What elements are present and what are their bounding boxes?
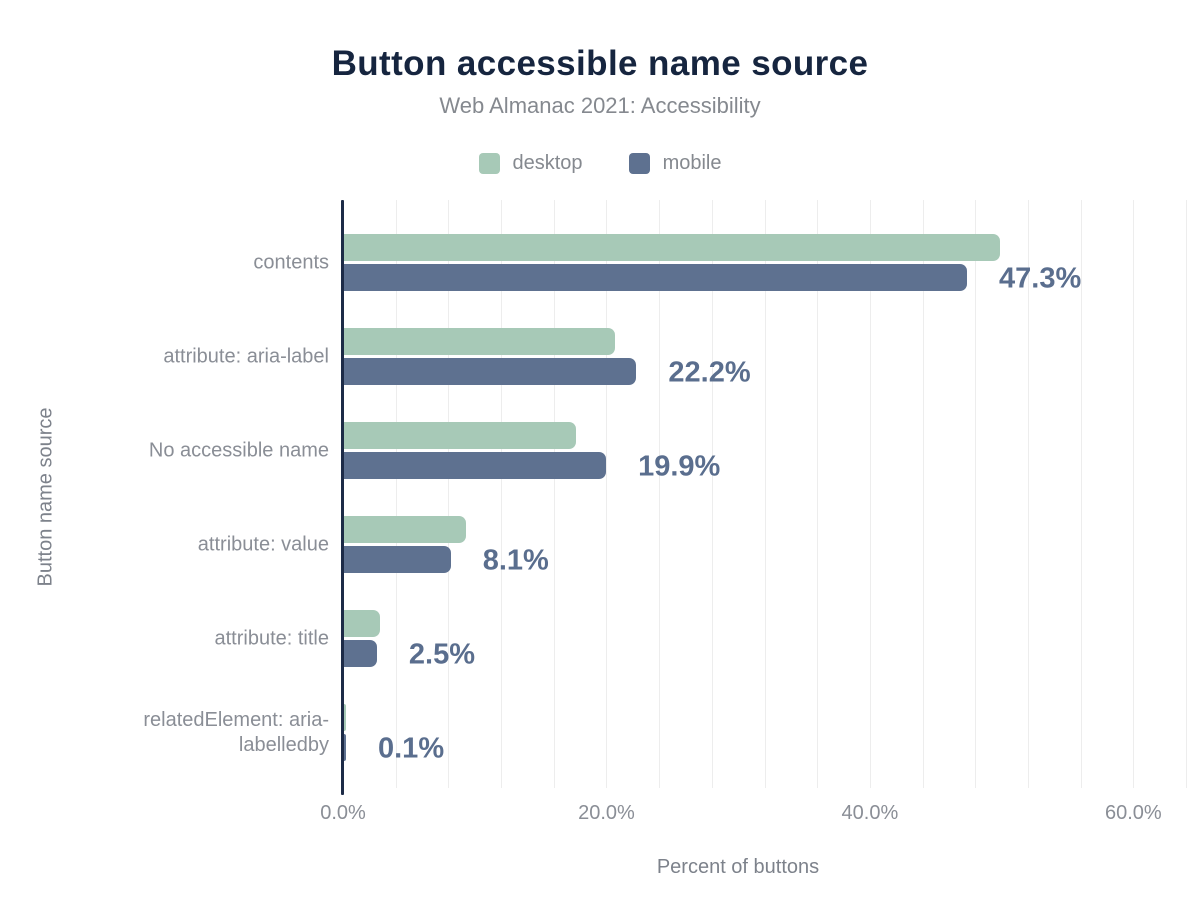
- category-label: No accessible name: [148, 439, 329, 461]
- plot-area: 47.3% 22.2% 19.9% 8.1% 2.5% 0.1%: [341, 200, 1187, 795]
- gridline: [1080, 200, 1082, 788]
- bar-desktop-4: [344, 610, 380, 637]
- gridline: [817, 200, 819, 788]
- legend-label-mobile: mobile: [662, 152, 722, 174]
- bar-mobile-4: [344, 640, 377, 667]
- x-axis-title: Percent of buttons: [656, 856, 820, 878]
- bar-desktop-0: [344, 234, 1000, 261]
- gridline: [553, 200, 555, 788]
- y-axis-line: [341, 200, 344, 795]
- gridline: [869, 200, 871, 788]
- gridline: [1186, 200, 1187, 788]
- legend-item-mobile: mobile: [628, 152, 722, 175]
- bar-mobile-1: [344, 358, 637, 385]
- gridline: [1133, 200, 1135, 788]
- value-label: 8.1%: [482, 544, 549, 576]
- value-label: 22.2%: [668, 356, 751, 388]
- legend-swatch-mobile-icon: [628, 153, 650, 174]
- bar-desktop-3: [344, 516, 467, 543]
- value-label: 2.5%: [408, 638, 476, 670]
- legend-swatch-desktop-icon: [478, 153, 500, 174]
- category-label: contents: [253, 251, 329, 273]
- gridline: [1027, 200, 1029, 788]
- category-label: attribute: title: [214, 627, 329, 649]
- bar-mobile-2: [344, 452, 607, 479]
- bar-mobile-5: [344, 734, 346, 761]
- bar-mobile-3: [344, 546, 451, 573]
- gridline: [501, 200, 503, 788]
- bar-desktop-5: [344, 704, 346, 731]
- bar-mobile-0: [344, 264, 968, 291]
- x-tick-label: 40.0%: [841, 802, 899, 824]
- gridline: [448, 200, 450, 788]
- chart-title: Button accessible name source: [331, 44, 869, 83]
- y-axis-title: Button name source: [34, 407, 57, 587]
- value-label: 0.1%: [378, 732, 445, 764]
- category-label: attribute: value: [197, 533, 329, 555]
- value-label: 47.3%: [999, 262, 1082, 294]
- x-tick-label: 20.0%: [578, 802, 635, 824]
- bar-desktop-1: [344, 328, 616, 355]
- value-label: 19.9%: [638, 450, 721, 482]
- gridline: [606, 200, 608, 788]
- gridline: [922, 200, 924, 788]
- gridline: [975, 200, 977, 788]
- x-tick-label: 0.0%: [320, 802, 366, 824]
- gridline: [764, 200, 766, 788]
- legend-label-desktop: desktop: [512, 152, 583, 174]
- legend-item-desktop: desktop: [478, 152, 583, 175]
- x-tick-label: 60.0%: [1104, 802, 1162, 824]
- bar-desktop-2: [344, 422, 576, 449]
- gridline: [711, 200, 713, 788]
- chart-subtitle: Web Almanac 2021: Accessibility: [439, 93, 761, 118]
- category-label: attribute: aria-label: [163, 345, 329, 367]
- gridline: [659, 200, 661, 788]
- gridline: [395, 200, 397, 788]
- category-label: relatedElement: aria-labelledby: [143, 708, 329, 756]
- legend: desktop mobile: [0, 152, 1200, 175]
